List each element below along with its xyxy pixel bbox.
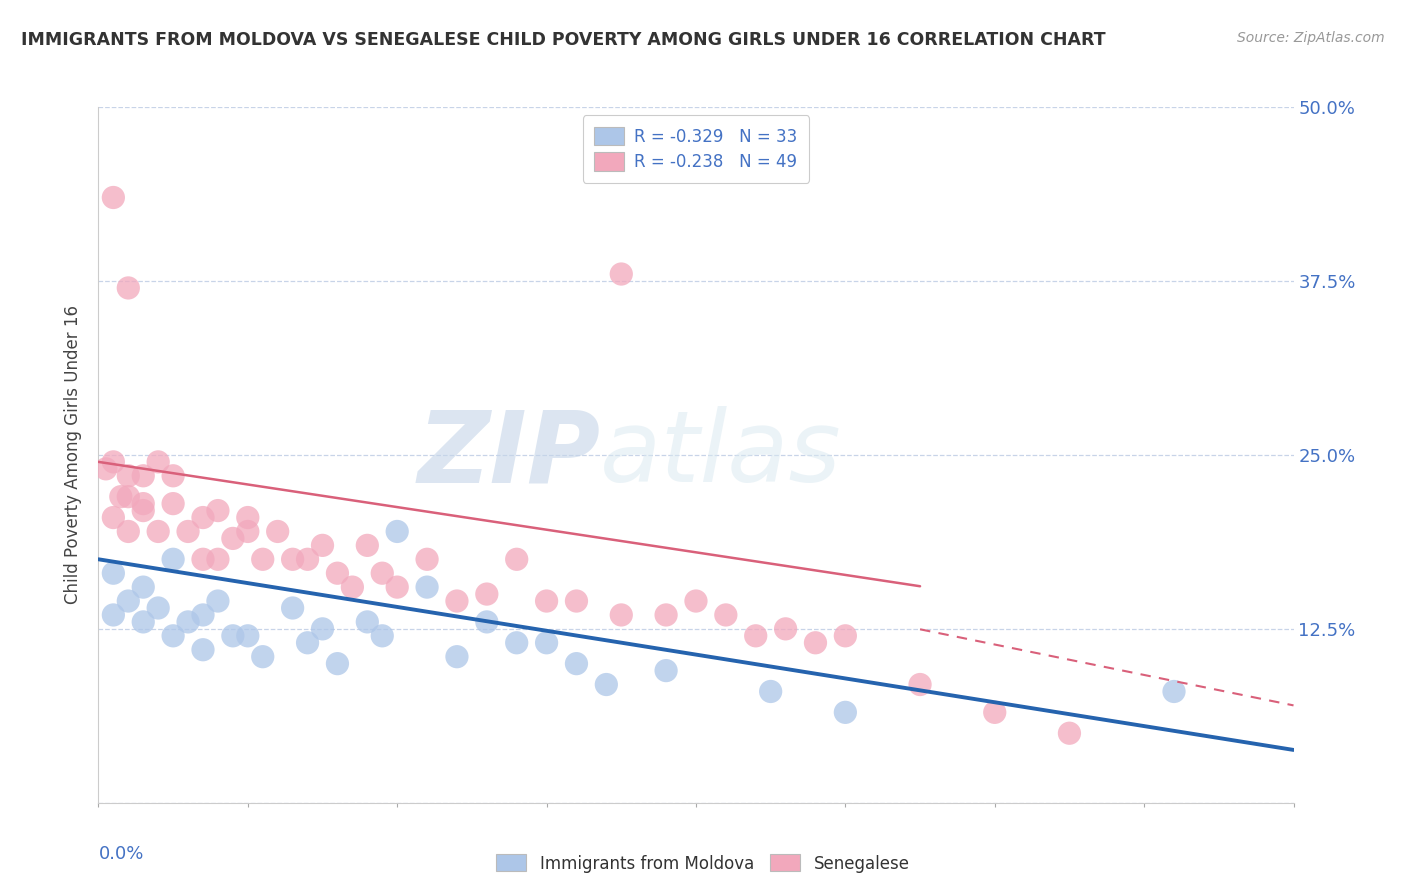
Point (311, 622, 333, 636)
Point (236, 524, 259, 539)
Point (610, 267, 633, 281)
Point (536, 636, 558, 650)
Point (475, 587, 498, 601)
Point (908, 677, 931, 691)
Point (536, 594, 558, 608)
Point (311, 538, 333, 552)
Point (103, 607, 125, 622)
Point (132, 503, 155, 517)
Point (446, 649, 468, 664)
Legend: R = -0.329   N = 33, R = -0.238   N = 49: R = -0.329 N = 33, R = -0.238 N = 49 (582, 115, 810, 183)
Point (191, 552, 214, 566)
Point (1059, 726, 1081, 740)
Point (207, 594, 229, 608)
Point (162, 552, 184, 566)
Point (984, 706, 1007, 720)
Point (207, 503, 229, 517)
Point (177, 524, 200, 539)
Point (326, 566, 349, 581)
Point (655, 664, 678, 678)
Point (103, 510, 125, 524)
Point (475, 615, 498, 629)
Point (236, 510, 259, 524)
Point (148, 601, 170, 615)
Point (281, 601, 304, 615)
Point (297, 636, 319, 650)
Point (117, 468, 139, 483)
Point (804, 636, 827, 650)
Point (162, 468, 184, 483)
Point (117, 281, 139, 295)
Point (685, 594, 707, 608)
Point (834, 629, 856, 643)
Text: IMMIGRANTS FROM MOLDOVA VS SENEGALESE CHILD POVERTY AMONG GIRLS UNDER 16 CORRELA: IMMIGRANTS FROM MOLDOVA VS SENEGALESE CH… (21, 31, 1105, 49)
Point (775, 622, 797, 636)
Point (446, 594, 468, 608)
Point (110, 490, 132, 504)
Point (371, 629, 394, 643)
Point (222, 532, 245, 546)
Point (132, 580, 155, 594)
Point (177, 615, 200, 629)
Point (191, 607, 214, 622)
Point (103, 566, 125, 581)
Point (714, 607, 737, 622)
Point (834, 706, 856, 720)
Point (236, 629, 259, 643)
Point (148, 524, 170, 539)
Point (117, 594, 139, 608)
Point (416, 552, 439, 566)
Point (506, 552, 529, 566)
Point (132, 615, 155, 629)
Point (94, 462, 117, 476)
Point (745, 629, 768, 643)
Point (222, 629, 245, 643)
Point (132, 468, 155, 483)
Point (416, 580, 439, 594)
Point (117, 490, 139, 504)
Point (103, 455, 125, 469)
Point (103, 190, 125, 204)
Legend: Immigrants from Moldova, Senegalese: Immigrants from Moldova, Senegalese (489, 847, 917, 880)
Y-axis label: Child Poverty Among Girls Under 16: Child Poverty Among Girls Under 16 (65, 305, 83, 605)
Point (132, 497, 155, 511)
Point (117, 524, 139, 539)
Text: ZIP: ZIP (418, 407, 600, 503)
Point (148, 455, 170, 469)
Point (385, 524, 409, 539)
Point (191, 510, 214, 524)
Point (565, 594, 588, 608)
Point (371, 566, 394, 581)
Point (342, 580, 364, 594)
Point (252, 552, 274, 566)
Point (1163, 684, 1185, 698)
Point (565, 657, 588, 671)
Point (385, 580, 409, 594)
Point (162, 629, 184, 643)
Point (267, 524, 290, 539)
Point (655, 607, 678, 622)
Point (506, 636, 529, 650)
Point (297, 552, 319, 566)
Point (207, 552, 229, 566)
Point (191, 642, 214, 657)
Point (281, 552, 304, 566)
Point (356, 615, 378, 629)
Point (595, 677, 617, 691)
Text: Source: ZipAtlas.com: Source: ZipAtlas.com (1237, 31, 1385, 45)
Point (252, 649, 274, 664)
Point (162, 497, 184, 511)
Text: 0.0%: 0.0% (98, 845, 143, 863)
Text: atlas: atlas (600, 407, 842, 503)
Point (759, 684, 782, 698)
Point (356, 538, 378, 552)
Point (326, 657, 349, 671)
Point (610, 607, 633, 622)
